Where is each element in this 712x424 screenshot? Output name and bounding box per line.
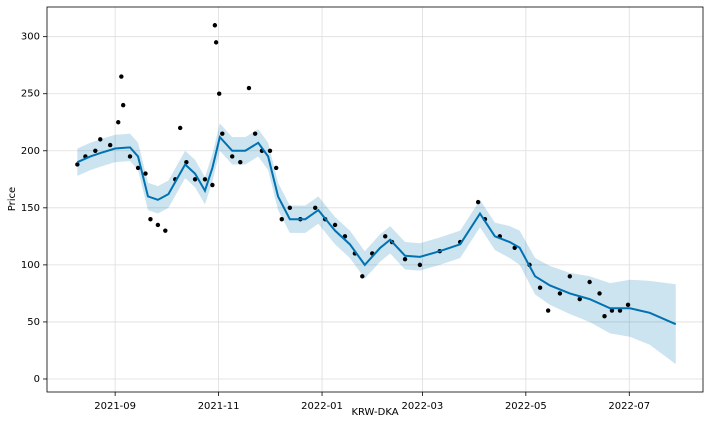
- observed-point: [557, 291, 563, 296]
- x-tick-label: 2021-09: [94, 401, 136, 412]
- observed-point: [119, 74, 124, 79]
- observed-point: [220, 131, 225, 136]
- y-tick-label: 200: [21, 146, 40, 157]
- observed-point: [212, 23, 218, 28]
- observed-point: [609, 308, 615, 313]
- observed-point: [252, 131, 258, 136]
- observed-point: [279, 217, 284, 222]
- y-axis-label: Price: [7, 187, 18, 211]
- observed-point: [213, 40, 219, 45]
- observed-point: [98, 137, 103, 142]
- y-tick-label: 150: [21, 203, 40, 214]
- y-tick-label: 300: [21, 32, 40, 43]
- x-tick-label: 2022-07: [608, 401, 650, 412]
- x-tick-label: 2022-03: [401, 401, 443, 412]
- observed-point: [402, 256, 408, 262]
- observed-point: [313, 205, 318, 211]
- observed-point: [155, 222, 161, 228]
- observed-point: [360, 274, 365, 279]
- y-tick-label: 0: [34, 374, 40, 385]
- observed-point: [93, 148, 98, 153]
- observed-point: [163, 228, 168, 233]
- observed-point: [537, 285, 543, 290]
- observed-point: [602, 314, 607, 319]
- observed-point: [332, 222, 338, 228]
- observed-point: [267, 148, 273, 153]
- observed-point: [143, 171, 148, 176]
- observed-point: [625, 302, 631, 308]
- observed-point: [587, 279, 592, 285]
- x-tick-label: 2022-05: [505, 401, 547, 412]
- observed-point: [135, 165, 141, 171]
- observed-point: [545, 308, 551, 313]
- observed-point: [120, 102, 126, 108]
- y-tick-label: 250: [21, 89, 40, 100]
- x-tick-label: 2021-11: [198, 401, 240, 412]
- observed-point: [246, 85, 252, 91]
- observed-point: [116, 120, 121, 125]
- observed-point: [383, 234, 388, 239]
- observed-point: [217, 91, 222, 96]
- observed-point: [177, 125, 183, 131]
- observed-point: [475, 199, 481, 205]
- uncertainty-band: [77, 123, 676, 365]
- observed-point: [107, 142, 113, 148]
- plot-frame: [46, 6, 704, 393]
- observed-point: [617, 308, 623, 313]
- observed-point: [75, 162, 80, 167]
- observed-point: [597, 291, 602, 296]
- observed-point: [210, 182, 215, 188]
- observed-point: [417, 262, 423, 268]
- observed-point: [230, 154, 235, 159]
- x-tick-label: 2022-01: [301, 401, 343, 412]
- y-tick-label: 100: [21, 260, 40, 271]
- observed-point: [273, 165, 279, 171]
- observed-point: [192, 177, 198, 182]
- x-axis-label: KRW-DKA: [351, 407, 398, 418]
- forecast-line: [76, 135, 677, 326]
- observed-point: [148, 217, 153, 222]
- observed-point: [577, 296, 582, 302]
- observed-point: [238, 159, 243, 165]
- y-tick-label: 50: [27, 317, 40, 328]
- observed-point: [567, 274, 573, 279]
- observed-point: [287, 205, 293, 211]
- observed-point: [202, 177, 208, 182]
- observed-point: [127, 154, 133, 159]
- plot-layer: 0 50 100 150 200 250 300 2021-09 2021-11 2022-01 2…: [21, 7, 703, 412]
